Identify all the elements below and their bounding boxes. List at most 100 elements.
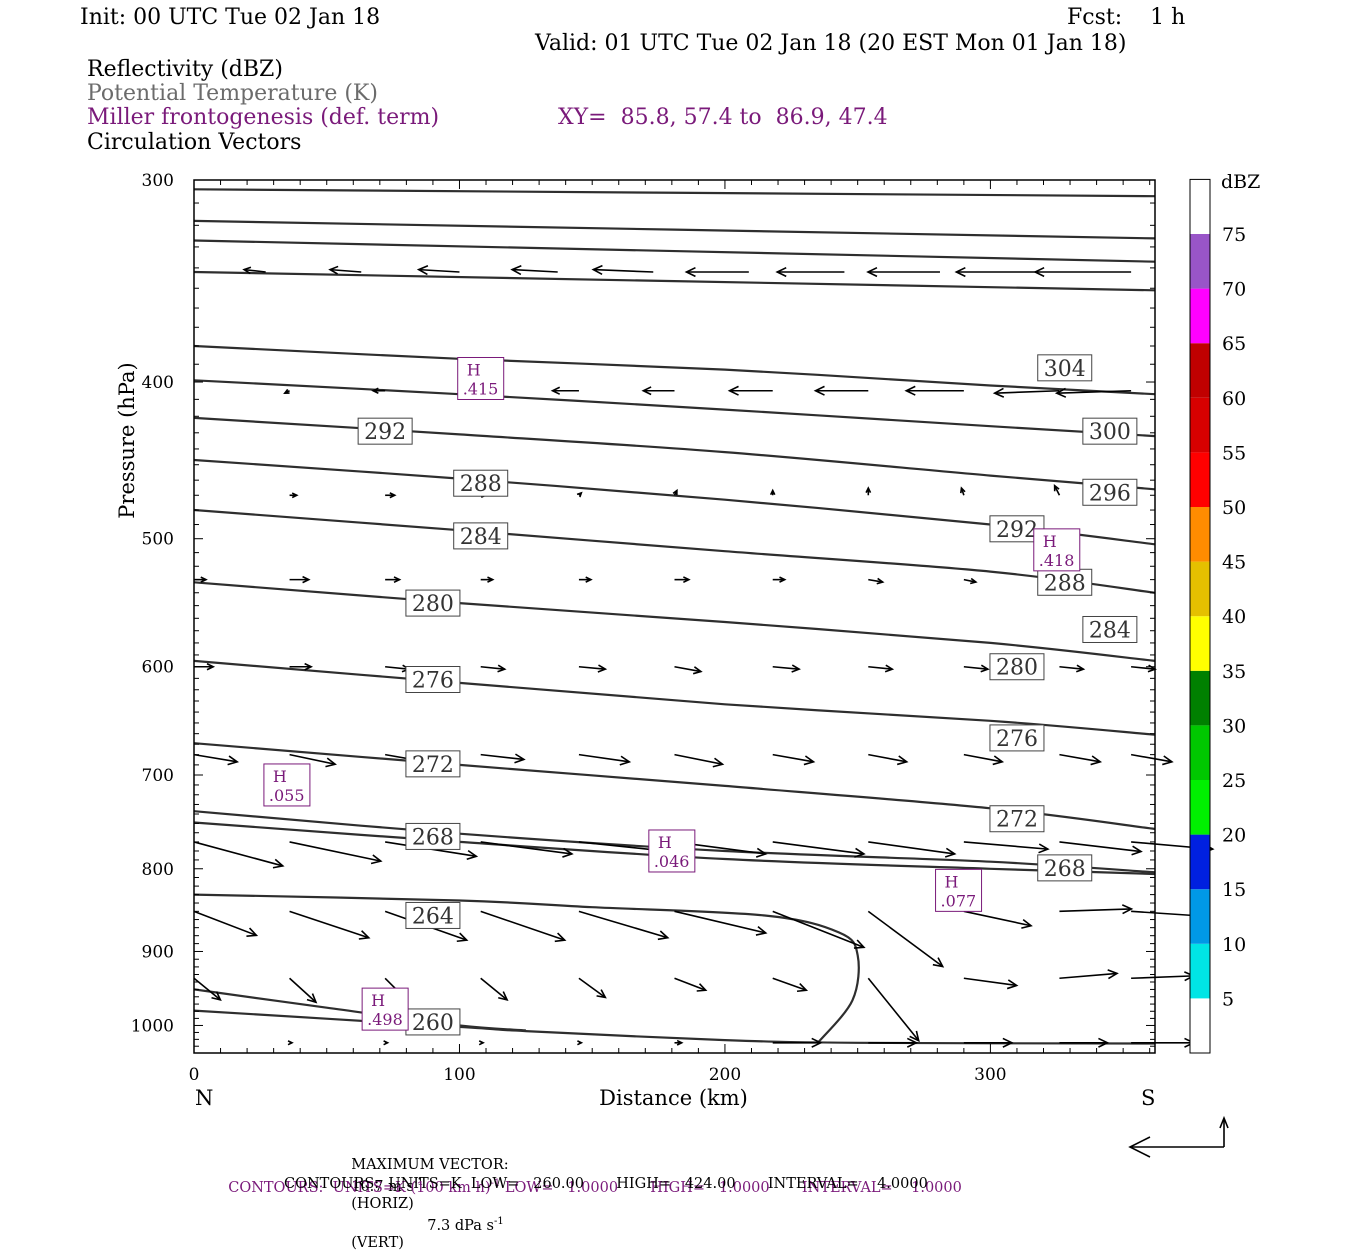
circulation-vector bbox=[289, 575, 311, 584]
svg-text:292: 292 bbox=[364, 420, 406, 445]
colorbar-cell bbox=[1190, 397, 1210, 453]
circulation-vector bbox=[1059, 1037, 1110, 1048]
circulation-vector bbox=[1053, 484, 1061, 496]
circulation-vector bbox=[963, 753, 1005, 766]
circulation-vector bbox=[591, 264, 654, 276]
circulation-vector bbox=[1059, 753, 1103, 766]
svg-text:292: 292 bbox=[996, 518, 1038, 543]
circulation-vector bbox=[385, 492, 397, 499]
colorbar-cell bbox=[1190, 288, 1210, 344]
circulation-vector bbox=[963, 577, 978, 585]
svg-text:276: 276 bbox=[996, 727, 1038, 752]
colorbar-tick-label: 55 bbox=[1222, 442, 1246, 464]
y-tick-label: 400 bbox=[142, 373, 174, 393]
isentrope-layer bbox=[194, 188, 1155, 1045]
isentrope-label: 280 bbox=[989, 653, 1045, 681]
isentrope-label: 304 bbox=[1037, 354, 1093, 382]
colorbar-tick-label: 10 bbox=[1222, 934, 1246, 956]
isentrope-label: 260 bbox=[405, 1008, 461, 1036]
colorbar-tick-label: 45 bbox=[1222, 552, 1246, 574]
circulation-vector bbox=[480, 753, 526, 764]
max-vector-horiz: 10.7 m s bbox=[351, 1178, 414, 1195]
svg-text:H: H bbox=[273, 767, 287, 786]
circulation-vector bbox=[289, 977, 318, 1004]
isentrope-272 bbox=[194, 810, 1155, 874]
colorbar-tick-label: 50 bbox=[1222, 497, 1246, 519]
circulation-vector bbox=[866, 266, 940, 278]
circulation-vector bbox=[684, 266, 749, 278]
fronto-contour-units-exp: -1 bbox=[490, 1178, 501, 1189]
circulation-vector bbox=[769, 488, 776, 496]
colorbar-cell bbox=[1190, 561, 1210, 617]
svg-text:268: 268 bbox=[1044, 857, 1086, 882]
circulation-vector bbox=[867, 977, 920, 1043]
circulation-vector bbox=[1059, 841, 1143, 856]
isentrope-label-layer: 3043002962922922882882842842802802762762… bbox=[357, 354, 1138, 1036]
circulation-vector bbox=[963, 910, 1033, 929]
y-tick-label: 800 bbox=[142, 860, 174, 880]
frontogenesis-max: H.046 bbox=[648, 829, 696, 873]
svg-text:H: H bbox=[658, 833, 672, 852]
y-axis-label: Pressure (hPa) bbox=[115, 362, 139, 518]
valid-time: Valid: 01 UTC Tue 02 Jan 18 (20 EST Mon … bbox=[535, 31, 1127, 56]
svg-text:276: 276 bbox=[412, 669, 454, 694]
circulation-vector bbox=[963, 841, 1050, 854]
isentrope-label: 276 bbox=[405, 666, 461, 694]
colorbar-cell bbox=[1190, 179, 1210, 234]
frontogenesis-max: H.077 bbox=[935, 868, 983, 912]
svg-text:272: 272 bbox=[996, 808, 1038, 833]
colorbar-tick-label: 30 bbox=[1222, 715, 1246, 737]
circulation-vector bbox=[193, 910, 259, 937]
colorbar-cell bbox=[1190, 234, 1210, 289]
circulation-vector bbox=[868, 841, 957, 858]
circulation-vector bbox=[550, 386, 579, 395]
circulation-vector-layer bbox=[193, 264, 1215, 1048]
circulation-vector bbox=[578, 664, 608, 673]
isentrope-label: 284 bbox=[453, 522, 509, 550]
circulation-vector bbox=[641, 386, 675, 396]
y-tick-label: 500 bbox=[142, 530, 174, 550]
colorbar-tick-label: 35 bbox=[1222, 661, 1246, 683]
isentrope-unlabeled-3 bbox=[194, 270, 1155, 292]
x-tick-label: 100 bbox=[443, 1065, 475, 1085]
north-endpoint-label: N bbox=[195, 1086, 213, 1110]
svg-text:300: 300 bbox=[1089, 420, 1131, 445]
isentrope-296 bbox=[194, 416, 1155, 491]
y-tick-label: 600 bbox=[142, 658, 174, 678]
max-vector-horiz-tail: (HORIZ) bbox=[351, 1195, 414, 1212]
x-axis-label: Distance (km) bbox=[599, 1086, 748, 1110]
circulation-vector bbox=[1131, 971, 1196, 982]
colorbar-tick-label: 40 bbox=[1222, 606, 1246, 628]
svg-text:.415: .415 bbox=[463, 379, 499, 398]
y-tick-label: 700 bbox=[142, 766, 174, 786]
colorbar-cell bbox=[1190, 943, 1210, 999]
isentrope-unlabeled-16 bbox=[194, 1009, 1155, 1045]
svg-text:H: H bbox=[467, 360, 481, 379]
circulation-vector bbox=[416, 265, 460, 276]
field-frontogenesis: Miller frontogenesis (def. term) bbox=[87, 105, 440, 130]
colorbar-cell bbox=[1190, 725, 1210, 780]
svg-text:.077: .077 bbox=[941, 891, 977, 910]
y-tick-label: 900 bbox=[142, 942, 174, 962]
svg-text:H: H bbox=[371, 991, 385, 1010]
circulation-vector bbox=[772, 1037, 823, 1048]
isentrope-label: 296 bbox=[1082, 478, 1138, 506]
circulation-vector bbox=[868, 753, 909, 766]
circulation-vector bbox=[480, 841, 574, 858]
circulation-vector bbox=[577, 1040, 584, 1046]
cross-section-plot: 3043002962922922882882842842802802762762… bbox=[115, 171, 1260, 1158]
svg-text:280: 280 bbox=[412, 592, 454, 617]
circulation-vector bbox=[289, 841, 383, 865]
y-tick-label: 1000 bbox=[131, 1016, 174, 1036]
field-potential-temperature: Potential Temperature (K) bbox=[87, 81, 378, 106]
frontogenesis-max: H.498 bbox=[361, 987, 409, 1031]
colorbar-tick-label: 75 bbox=[1222, 224, 1246, 246]
svg-text:260: 260 bbox=[412, 1011, 454, 1036]
circulation-vector bbox=[193, 841, 285, 869]
isentrope-label: 292 bbox=[357, 417, 413, 445]
fronto-contour-info: CONTOURS: UNITS=K (100 km h)-1 LOW= 1.00… bbox=[219, 1158, 962, 1197]
circulation-vector bbox=[672, 488, 678, 496]
circulation-vector bbox=[954, 266, 1036, 278]
svg-text:H: H bbox=[945, 872, 959, 891]
colorbar-cell bbox=[1190, 780, 1210, 835]
